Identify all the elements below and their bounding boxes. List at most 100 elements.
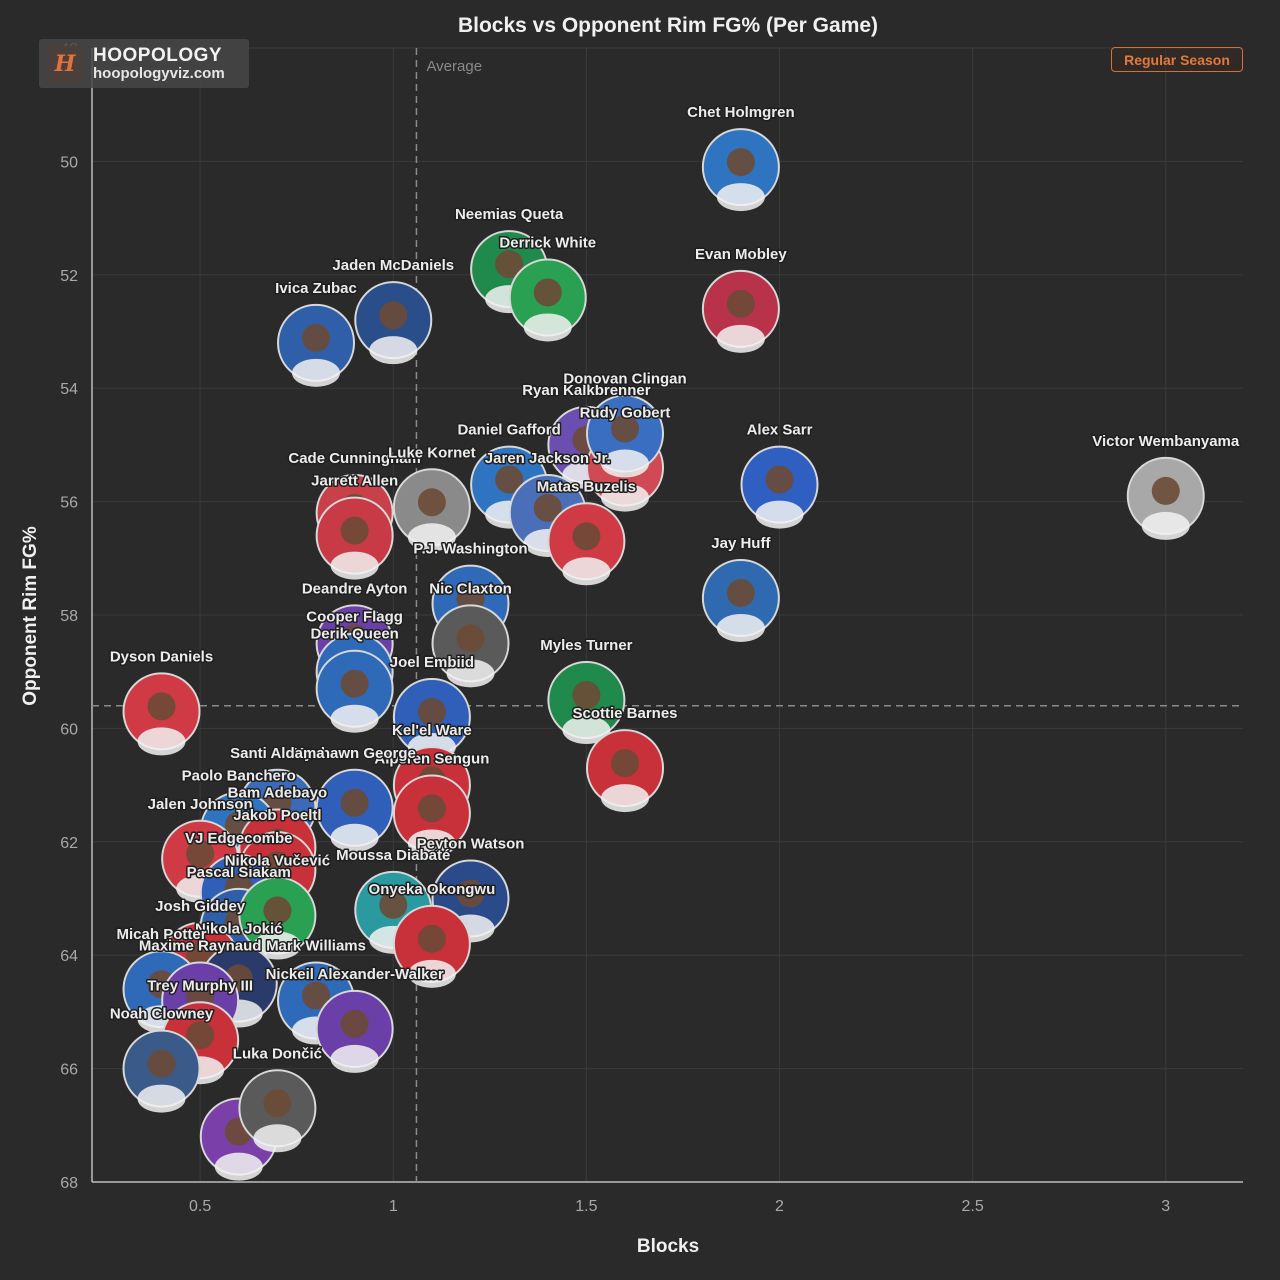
- player-label: Luke Kornet: [388, 444, 476, 461]
- player-label: Joel Embiid: [390, 654, 474, 671]
- player-label: Alperen Sengun: [374, 750, 489, 767]
- player-label: Jay Huff: [711, 535, 771, 552]
- player-head-shape: [533, 493, 562, 522]
- y-tick-label: 54: [60, 381, 78, 398]
- player-marker: [586, 729, 665, 813]
- player-marker: [701, 128, 780, 212]
- season-badge[interactable]: Regular Season: [1111, 47, 1243, 72]
- player-jersey-shape: [253, 931, 302, 960]
- player-label: Mark Williams: [266, 938, 366, 955]
- player-jersey-shape: [330, 551, 379, 580]
- player-head-shape: [379, 890, 408, 919]
- player-marker: [315, 989, 394, 1073]
- player-label: Ivica Zubac: [275, 280, 357, 297]
- player-jersey-shape: [1141, 511, 1190, 540]
- player-label: Donovan Clingan: [563, 371, 686, 388]
- player-marker: [508, 258, 587, 342]
- player-head-shape: [611, 749, 640, 778]
- y-tick-label: 52: [60, 268, 78, 285]
- player-head-shape: [379, 301, 408, 330]
- player-label: Derik Queen: [310, 626, 398, 643]
- player-label: Alex Sarr: [747, 422, 813, 439]
- player-head-shape: [417, 698, 446, 727]
- player-head-shape: [726, 578, 755, 607]
- player-label: Cade Cunningham: [288, 450, 421, 467]
- x-tick-label: 0.5: [189, 1198, 211, 1215]
- player-marker: [547, 661, 626, 745]
- player-label: Nikola Vučević: [225, 853, 330, 870]
- player-head-shape: [263, 896, 292, 925]
- player-label: Neemias Queta: [455, 206, 564, 223]
- player-jersey-shape: [716, 613, 765, 642]
- player-label: Pascal Siakam: [187, 864, 291, 881]
- player-marker: [277, 303, 356, 387]
- player-label: P.J. Washington: [413, 541, 527, 558]
- player-label: Luka Dončić: [233, 1045, 322, 1062]
- player-jersey-shape: [330, 1044, 379, 1073]
- player-head-shape: [726, 289, 755, 318]
- player-label: Scottie Barnes: [572, 705, 677, 722]
- player-label: Josh Giddey: [155, 898, 246, 915]
- player-label: Santi Aldama: [230, 745, 325, 762]
- player-label: Maxime Raynaud: [139, 938, 262, 955]
- player-label: Daniel Gafford: [457, 422, 560, 439]
- player-head-shape: [302, 323, 331, 352]
- player-jersey-shape: [330, 704, 379, 733]
- player-jersey-shape: [137, 727, 186, 756]
- hoopology-logo-icon: H: [47, 45, 83, 82]
- y-tick-label: 62: [60, 835, 78, 852]
- player-jersey-shape: [330, 823, 379, 852]
- player-marker: [122, 672, 201, 756]
- player-label: Kel'el Ware: [392, 722, 472, 739]
- logo-name: HOOPOLOGY: [93, 44, 223, 66]
- player-label: Derrick White: [499, 234, 596, 251]
- x-tick-label: 1.5: [575, 1198, 597, 1215]
- x-tick-label: 2: [775, 1198, 784, 1215]
- player-label: Nikola Jokić: [195, 921, 283, 938]
- player-label: Myles Turner: [540, 637, 632, 654]
- logo-site: hoopologyviz.com: [93, 64, 225, 82]
- player-marker: [547, 502, 626, 586]
- y-tick-label: 64: [60, 948, 78, 965]
- player-marker: [586, 394, 665, 478]
- player-jersey-shape: [716, 324, 765, 353]
- player-head-shape: [1151, 476, 1180, 505]
- player-label: Deandre Ayton: [302, 580, 408, 597]
- player-head-shape: [495, 250, 524, 279]
- player-head-shape: [147, 1049, 176, 1078]
- player-marker: [740, 445, 819, 529]
- x-axis-label: Blocks: [637, 1236, 699, 1257]
- player-marker: [1126, 456, 1205, 540]
- y-tick-label: 60: [60, 721, 78, 738]
- player-marker: [392, 774, 471, 858]
- player-label: Nic Claxton: [429, 580, 512, 597]
- player-label: Jaden McDaniels: [332, 257, 454, 274]
- player-label: Jaren Jackson Jr.: [485, 450, 611, 467]
- y-tick-label: 50: [60, 154, 78, 171]
- player-jersey-shape: [369, 336, 418, 365]
- player-head-shape: [533, 278, 562, 307]
- player-head-shape: [495, 465, 524, 494]
- y-tick-label: 56: [60, 495, 78, 512]
- player-jersey-shape: [292, 358, 341, 387]
- player-jersey-shape: [562, 557, 611, 586]
- x-tick-label: 2.5: [962, 1198, 984, 1215]
- player-head-shape: [417, 924, 446, 953]
- player-marker: [315, 496, 394, 580]
- player-label: Evan Mobley: [695, 246, 787, 263]
- player-head-shape: [263, 1089, 292, 1118]
- y-tick-label: 66: [60, 1062, 78, 1079]
- player-head-shape: [572, 522, 601, 551]
- player-label: Chet Holmgren: [687, 104, 795, 121]
- player-marker: [315, 768, 394, 852]
- player-head-shape: [186, 839, 215, 868]
- logo: H HOOPOLOGY hoopologyviz.com: [39, 39, 249, 88]
- player-label: Kyshawn George: [293, 745, 416, 762]
- player-head-shape: [611, 414, 640, 443]
- player-label: Jarrett Allen: [311, 473, 398, 490]
- player-jersey-shape: [601, 784, 650, 813]
- player-jersey-shape: [407, 523, 456, 552]
- player-head-shape: [147, 692, 176, 721]
